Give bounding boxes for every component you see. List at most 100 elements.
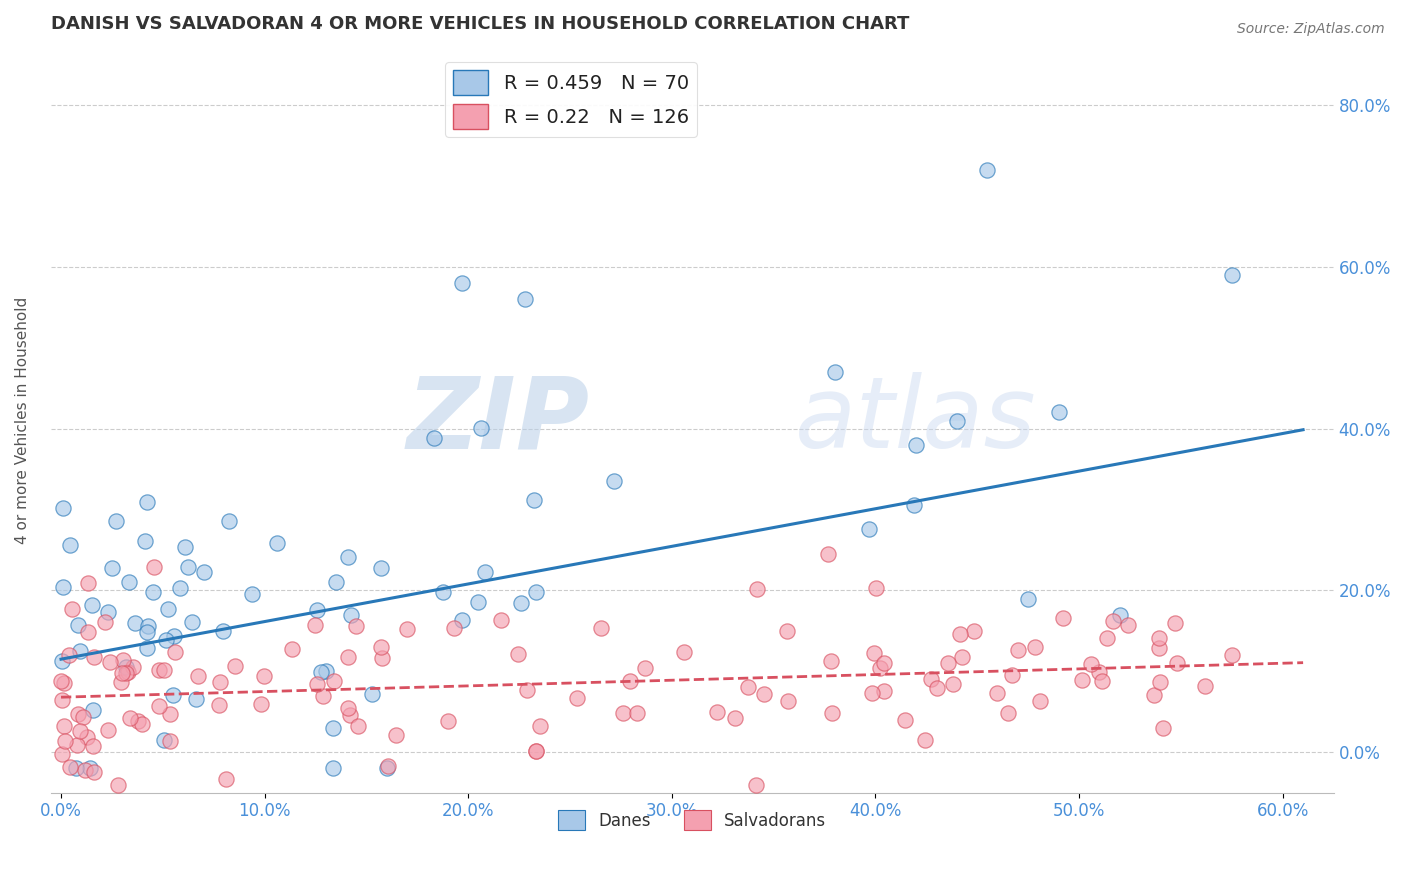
Point bbox=[443, 621, 465, 635]
Point bbox=[522, 493, 544, 508]
Point bbox=[97, 723, 120, 738]
Point bbox=[1017, 591, 1039, 606]
Point bbox=[118, 575, 141, 590]
Point bbox=[181, 615, 204, 630]
Point bbox=[51, 693, 73, 707]
Point bbox=[136, 641, 159, 656]
Point bbox=[963, 624, 986, 638]
Point bbox=[66, 617, 89, 632]
Point bbox=[673, 644, 696, 658]
Point bbox=[58, 648, 80, 662]
Point bbox=[79, 761, 101, 775]
Point bbox=[127, 714, 149, 729]
Point bbox=[1052, 611, 1074, 625]
Point bbox=[946, 413, 969, 427]
Point bbox=[385, 728, 408, 742]
Point bbox=[159, 734, 181, 748]
Point bbox=[515, 292, 537, 306]
Point bbox=[817, 547, 839, 561]
Point bbox=[724, 711, 747, 725]
Point bbox=[66, 706, 89, 721]
Point bbox=[339, 608, 361, 623]
Point bbox=[117, 665, 139, 679]
Point bbox=[163, 645, 186, 659]
Point bbox=[107, 778, 129, 792]
Point bbox=[124, 616, 146, 631]
Point bbox=[162, 629, 184, 643]
Point bbox=[309, 665, 332, 679]
Point bbox=[905, 438, 928, 452]
Text: DANISH VS SALVADORAN 4 OR MORE VEHICLES IN HOUSEHOLD CORRELATION CHART: DANISH VS SALVADORAN 4 OR MORE VEHICLES … bbox=[51, 15, 910, 33]
Point bbox=[76, 730, 98, 744]
Point bbox=[510, 596, 533, 610]
Point bbox=[120, 711, 142, 725]
Point bbox=[1088, 665, 1111, 679]
Point bbox=[950, 649, 973, 664]
Point bbox=[65, 738, 87, 752]
Point bbox=[1095, 631, 1118, 645]
Point bbox=[94, 615, 117, 630]
Point bbox=[526, 584, 548, 599]
Point bbox=[52, 580, 75, 594]
Point bbox=[602, 475, 624, 489]
Point bbox=[869, 661, 891, 675]
Point bbox=[174, 540, 197, 554]
Point bbox=[136, 495, 159, 509]
Point bbox=[865, 582, 887, 596]
Point bbox=[111, 666, 134, 681]
Point bbox=[370, 651, 392, 665]
Point bbox=[1152, 721, 1174, 735]
Point bbox=[903, 498, 925, 512]
Point bbox=[1091, 673, 1114, 688]
Point bbox=[396, 623, 419, 637]
Point bbox=[474, 565, 496, 579]
Point bbox=[240, 587, 263, 601]
Point bbox=[142, 560, 165, 574]
Point bbox=[169, 581, 191, 595]
Point bbox=[489, 613, 512, 627]
Point bbox=[98, 656, 121, 670]
Point bbox=[136, 619, 159, 633]
Point bbox=[148, 698, 170, 713]
Point bbox=[1070, 673, 1092, 688]
Point bbox=[1149, 675, 1171, 690]
Point bbox=[159, 706, 181, 721]
Point bbox=[1007, 642, 1029, 657]
Point bbox=[634, 661, 657, 675]
Point bbox=[187, 669, 209, 683]
Point bbox=[821, 706, 844, 721]
Point bbox=[470, 421, 492, 435]
Point bbox=[872, 683, 894, 698]
Point bbox=[105, 515, 128, 529]
Point bbox=[101, 560, 124, 574]
Point bbox=[49, 674, 72, 689]
Point bbox=[97, 605, 120, 619]
Point bbox=[997, 706, 1019, 721]
Y-axis label: 4 or more Vehicles in Household: 4 or more Vehicles in Household bbox=[15, 297, 30, 544]
Point bbox=[82, 739, 104, 753]
Point bbox=[776, 694, 799, 708]
Point bbox=[156, 601, 179, 615]
Point bbox=[360, 686, 382, 700]
Point bbox=[914, 732, 936, 747]
Point bbox=[162, 688, 184, 702]
Point bbox=[69, 723, 91, 738]
Point bbox=[1108, 607, 1130, 622]
Point bbox=[1029, 694, 1052, 708]
Text: ZIP: ZIP bbox=[406, 372, 589, 469]
Point bbox=[77, 624, 100, 639]
Point bbox=[186, 691, 208, 706]
Point bbox=[976, 162, 998, 177]
Point bbox=[337, 649, 360, 664]
Text: atlas: atlas bbox=[794, 372, 1036, 469]
Point bbox=[1220, 268, 1243, 282]
Point bbox=[824, 365, 846, 379]
Point bbox=[153, 732, 176, 747]
Point bbox=[208, 675, 231, 690]
Point bbox=[315, 664, 337, 678]
Point bbox=[59, 538, 82, 552]
Point bbox=[59, 760, 82, 774]
Text: Source: ZipAtlas.com: Source: ZipAtlas.com bbox=[1237, 22, 1385, 37]
Point bbox=[77, 576, 100, 591]
Point bbox=[83, 765, 105, 780]
